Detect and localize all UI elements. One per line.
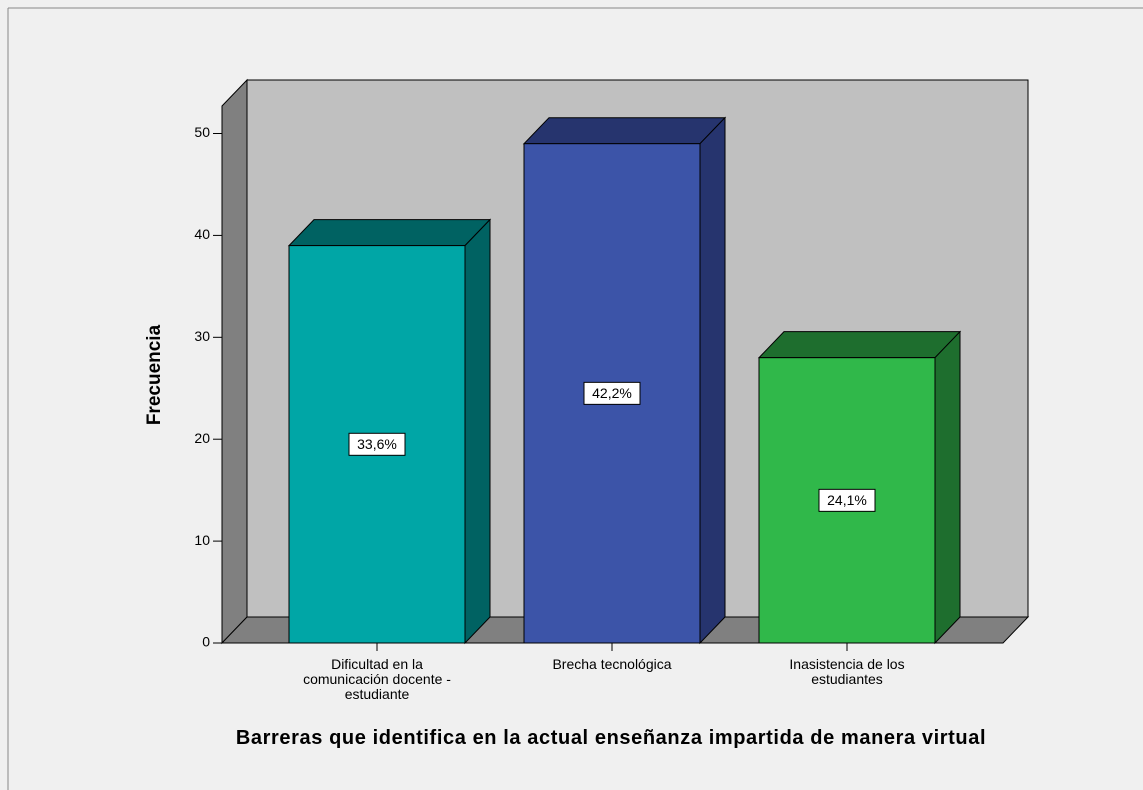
x-tick-label: Inasistencia de los estudiantes (789, 656, 905, 687)
y-tick-label: 10 (194, 532, 210, 548)
bar-side (934, 330, 961, 645)
bar-top (522, 117, 727, 145)
x-axis-label: Barreras que identifica en la actual ens… (235, 727, 987, 749)
y-tick-label: 50 (194, 124, 210, 140)
value-label: 33,6% (357, 436, 397, 452)
value-label-box (583, 381, 641, 405)
y-axis-label: Frecuencia (144, 324, 165, 425)
bar-top (287, 219, 492, 247)
value-label-box (348, 432, 406, 456)
bar-top (757, 331, 962, 359)
y-tick-label: 40 (194, 226, 210, 242)
bar-side (699, 116, 726, 645)
y-tick-label: 30 (194, 328, 210, 344)
y-tick-label: 0 (202, 634, 210, 650)
value-label: 24,1% (827, 492, 867, 508)
y-tick-label: 20 (194, 430, 210, 446)
value-label: 42,2% (592, 385, 632, 401)
left-wall (221, 78, 248, 645)
value-label-box (818, 488, 876, 512)
x-tick-label: Dificultad en la comunicación docente - … (303, 656, 451, 702)
x-tick-label: Brecha tecnológica (552, 656, 672, 672)
bar-side (464, 218, 491, 645)
